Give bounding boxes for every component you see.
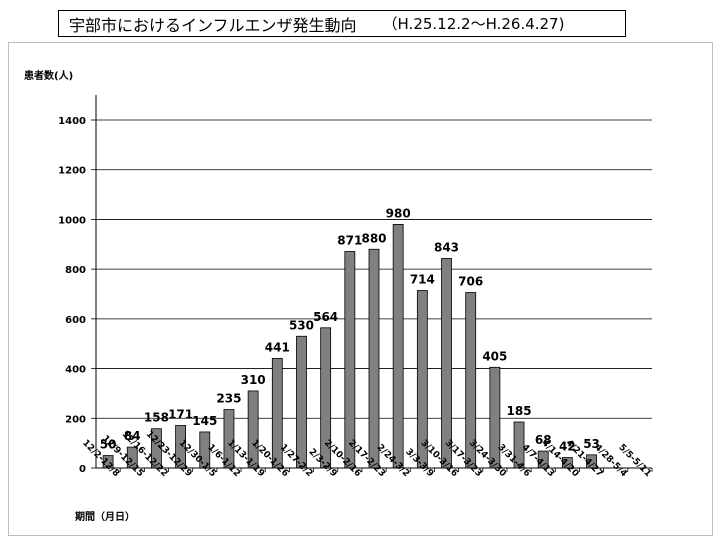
y-tick-label: 400: [65, 365, 86, 376]
data-label: 714: [410, 273, 435, 287]
y-tick-label: 1200: [58, 166, 86, 177]
data-label: 145: [192, 414, 217, 428]
data-label: 235: [216, 392, 241, 406]
x-tick-labels: 12/2-12/812/9-12/1512/16-12/2212/23-12/2…: [80, 429, 653, 479]
data-label: 530: [289, 318, 314, 332]
bar: [368, 248, 380, 469]
data-label: 441: [265, 340, 290, 354]
y-tick-label: 600: [65, 315, 86, 326]
chart-title: 宇部市におけるインフルエンザ発生動向: [69, 15, 357, 35]
chart-title-box: 宇部市におけるインフルエンザ発生動向 （H.25.12.2～H.26.4.27): [58, 10, 626, 37]
bar: [441, 258, 452, 469]
y-tick-labels: 0 200 400 600 800 1000 1200 1400: [58, 116, 86, 475]
bar: [296, 335, 307, 469]
data-label: 980: [386, 206, 411, 220]
y-tick-label: 1000: [58, 215, 86, 226]
data-label: 53: [583, 437, 600, 451]
data-label: 310: [241, 373, 266, 387]
data-label: 42: [559, 440, 576, 454]
data-label: 706: [458, 275, 483, 289]
data-label: 843: [434, 240, 459, 254]
data-label: 84: [124, 429, 141, 443]
data-label: 564: [313, 310, 338, 324]
x-axis-label: 期間（月日）: [75, 510, 135, 523]
y-tick-label: 800: [65, 265, 86, 276]
y-tick-label: 200: [65, 414, 86, 425]
data-label: 871: [337, 233, 362, 247]
data-label: 405: [482, 349, 507, 363]
data-label: 68: [535, 433, 552, 447]
data-label: 880: [361, 231, 386, 245]
y-axis-label: 患者数(人): [24, 69, 73, 82]
data-label: 158: [144, 411, 169, 425]
y-tick-label: 0: [79, 464, 86, 475]
data-label: 171: [168, 407, 193, 421]
bars: [102, 223, 597, 469]
y-tick-label: 1400: [58, 116, 86, 127]
bar: [344, 251, 356, 469]
chart-period: （H.25.12.2～H.26.4.27): [382, 15, 565, 33]
bar: [392, 223, 404, 469]
chart-frame: [8, 42, 713, 536]
data-label: 185: [507, 404, 532, 418]
bar: [489, 366, 501, 469]
data-label: 50: [100, 438, 117, 452]
